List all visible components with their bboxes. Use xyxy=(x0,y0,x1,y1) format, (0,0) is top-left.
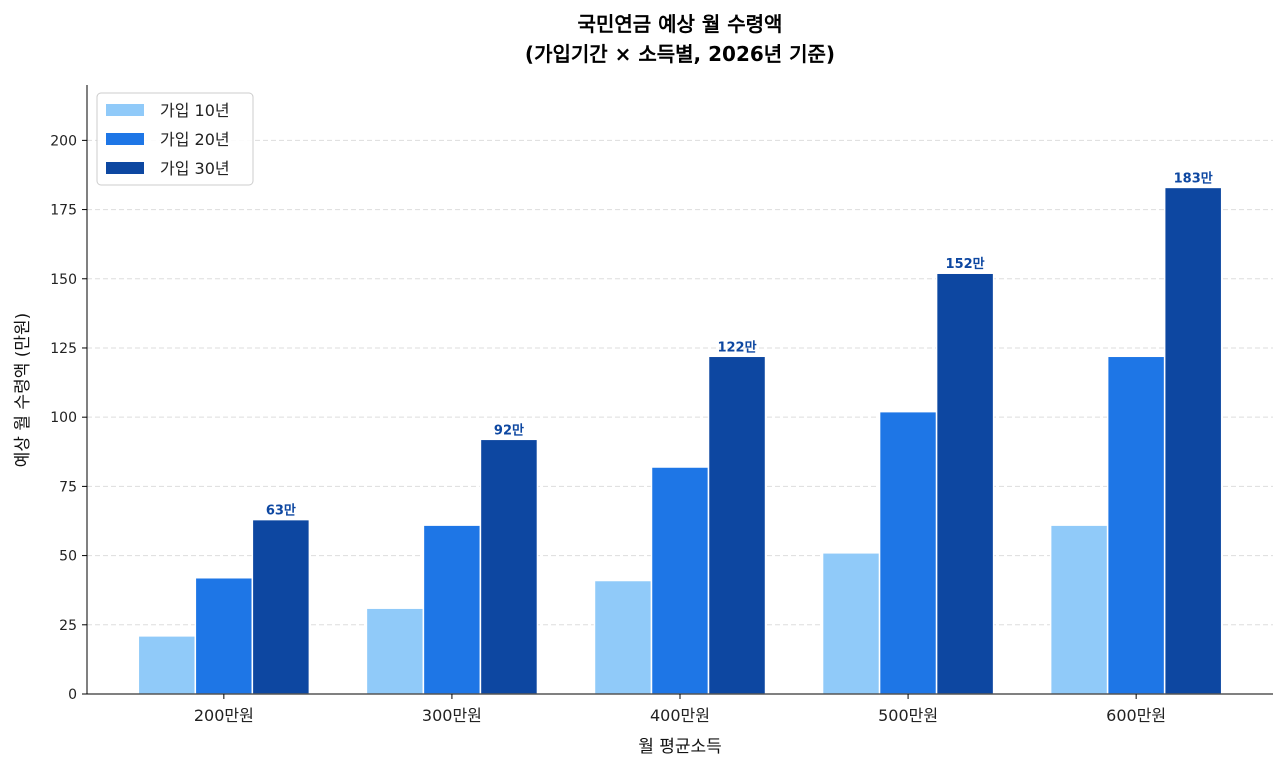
bar xyxy=(1106,355,1166,695)
x-tick-label: 600만원 xyxy=(1106,706,1166,725)
y-tick-label: 200 xyxy=(50,133,77,149)
bar xyxy=(1163,186,1223,695)
y-tick-label: 25 xyxy=(59,618,77,634)
bar xyxy=(137,635,197,695)
bars: 63만 92만 122만 152만 183만 xyxy=(137,170,1223,695)
legend-label: 가입 30년 xyxy=(160,159,230,178)
data-label: 92만 xyxy=(494,422,524,438)
bar xyxy=(194,576,254,695)
bar xyxy=(365,607,425,695)
bar xyxy=(422,524,482,695)
data-label: 183만 xyxy=(1174,170,1213,186)
bar xyxy=(1049,524,1109,695)
y-tick-label: 50 xyxy=(59,549,77,565)
data-label: 152만 xyxy=(946,256,985,272)
legend-swatch xyxy=(106,104,144,116)
legend-label: 가입 20년 xyxy=(160,130,230,149)
chart-subtitle: (가입기간 × 소득별, 2026년 기준) xyxy=(525,42,835,66)
y-tick-label: 75 xyxy=(59,479,77,495)
bar xyxy=(479,438,539,695)
y-tick-label: 175 xyxy=(50,203,77,219)
axes: 0 25 50 75 100 125 150 175 200 200만원 300만원 400만원 500… xyxy=(50,85,1273,725)
bar xyxy=(650,466,710,695)
x-tick-label: 500만원 xyxy=(878,706,938,725)
bar xyxy=(707,355,767,695)
bar xyxy=(821,552,881,695)
chart-title: 국민연금 예상 월 수령액 xyxy=(578,12,783,36)
x-tick-label: 400만원 xyxy=(650,706,710,725)
legend-label: 가입 10년 xyxy=(160,101,230,120)
bar xyxy=(251,518,311,695)
x-axis-label: 월 평균소득 xyxy=(638,737,722,757)
legend-swatch xyxy=(106,162,144,174)
data-label: 63만 xyxy=(266,503,296,519)
y-tick-label: 100 xyxy=(50,410,77,426)
y-tick-label: 150 xyxy=(50,272,77,288)
bar xyxy=(935,272,995,695)
data-label: 122만 xyxy=(717,339,756,355)
x-tick-label: 200만원 xyxy=(194,706,254,725)
y-tick-label: 125 xyxy=(50,341,77,357)
x-tick-label: 300만원 xyxy=(422,706,482,725)
y-tick-label: 0 xyxy=(68,687,77,703)
y-axis-label: 예상 월 수령액 (만원) xyxy=(13,313,33,468)
legend-swatch xyxy=(106,133,144,145)
bar xyxy=(593,579,653,695)
bar xyxy=(878,410,938,695)
